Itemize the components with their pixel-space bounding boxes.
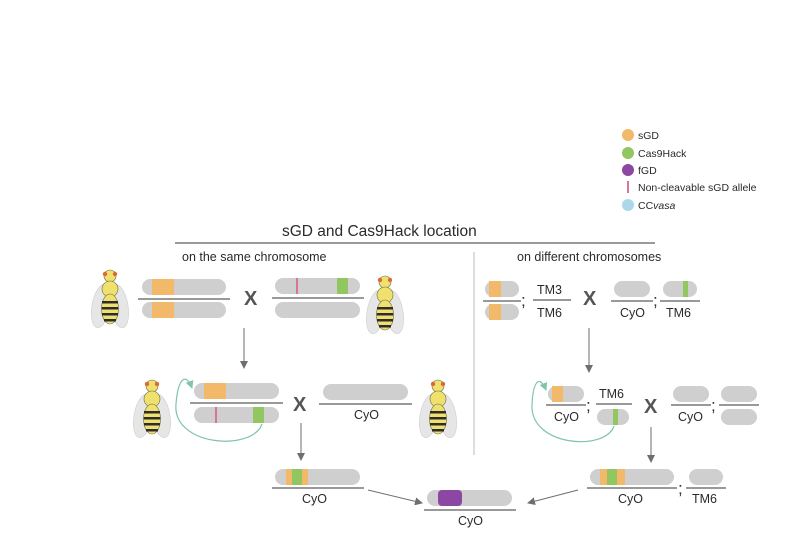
chromosome — [689, 469, 723, 485]
arrow — [527, 489, 579, 506]
chromosome-pair — [138, 279, 230, 318]
legend-swatch-sgd — [622, 129, 634, 141]
balancer-label: CyO — [458, 514, 483, 528]
cas9hack-marker — [613, 409, 618, 425]
final-genotype: CyO — [424, 490, 516, 528]
left-panel: X X CyO — [87, 269, 461, 506]
chromosome-pair — [272, 278, 364, 318]
legend-label-noncleavable: Non-cleavable sGD allele — [638, 182, 757, 194]
chromosome-pair: CyO — [272, 469, 364, 506]
chromosome-pair — [190, 383, 283, 423]
cas9hack-marker — [292, 469, 302, 485]
balancer-label: CyO — [620, 306, 645, 320]
balancer-label: TM6 — [692, 492, 717, 506]
semicolon: ; — [586, 396, 591, 415]
balancer-label: TM3 — [537, 283, 562, 297]
legend-label-ccvasa: CCvasa — [638, 200, 676, 212]
fgd-marker — [438, 490, 462, 506]
cas9hack-marker — [683, 281, 688, 297]
legend: sGD Cas9Hack fGD Non-cleavable sGD allel… — [622, 129, 757, 212]
sgd-marker — [204, 383, 226, 399]
chromosome — [721, 386, 757, 402]
chromosome — [275, 302, 360, 318]
chromosome — [323, 384, 408, 400]
conversion-curve — [175, 378, 263, 442]
legend-label-cas9hack: Cas9Hack — [638, 148, 687, 160]
balancer-label: CyO — [618, 492, 643, 506]
semicolon: ; — [521, 291, 526, 310]
fly-icon — [87, 269, 133, 330]
chromosome — [663, 281, 697, 297]
fly-icon — [415, 379, 461, 440]
cross-symbol: X — [583, 288, 597, 310]
chromosome — [721, 409, 757, 425]
cas9hack-marker — [253, 407, 264, 423]
chromosome — [673, 386, 709, 402]
balancer-label: CyO — [678, 410, 703, 424]
fly-icon — [129, 379, 175, 440]
semicolon: ; — [711, 396, 716, 415]
balancer-label: CyO — [354, 408, 379, 422]
balancer-label: CyO — [554, 410, 579, 424]
chromosome — [614, 281, 650, 297]
balancer-label: CyO — [302, 492, 327, 506]
cross-symbol: X — [244, 288, 258, 310]
right-panel: ; TM3 TM6 X CyO ; TM6 CyO ; TM6 X CyO ; — [483, 281, 759, 506]
heading-same-chromosome: on the same chromosome — [182, 250, 327, 264]
legend-swatch-fgd — [622, 164, 634, 176]
cas9hack-marker — [337, 278, 348, 294]
sgd-marker — [489, 304, 501, 320]
legend-label-sgd: sGD — [638, 130, 659, 142]
semicolon: ; — [678, 479, 683, 498]
balancer-label: TM6 — [666, 306, 691, 320]
sgd-marker — [552, 386, 563, 402]
balancer-label: TM6 — [599, 387, 624, 401]
balancer-label: TM6 — [537, 306, 562, 320]
sgd-marker — [152, 279, 174, 295]
chromosome — [194, 407, 279, 423]
conversion-curve — [531, 380, 615, 443]
heading-different-chromosomes: on different chromosomes — [517, 250, 661, 264]
sgd-marker — [152, 302, 174, 318]
legend-swatch-ccvasa — [622, 199, 634, 211]
legend-swatch-cas9hack — [622, 147, 634, 159]
legend-label-fgd: fGD — [638, 165, 657, 177]
arrow — [367, 489, 423, 506]
semicolon: ; — [653, 291, 658, 310]
diagram-title: sGD and Cas9Hack location — [282, 223, 477, 240]
sgd-marker — [489, 281, 501, 297]
cross-symbol: X — [293, 394, 307, 416]
fly-icon — [362, 275, 408, 336]
cross-symbol: X — [644, 396, 658, 418]
chromosome-pair: CyO — [319, 384, 412, 422]
cas9hack-marker — [607, 469, 617, 485]
